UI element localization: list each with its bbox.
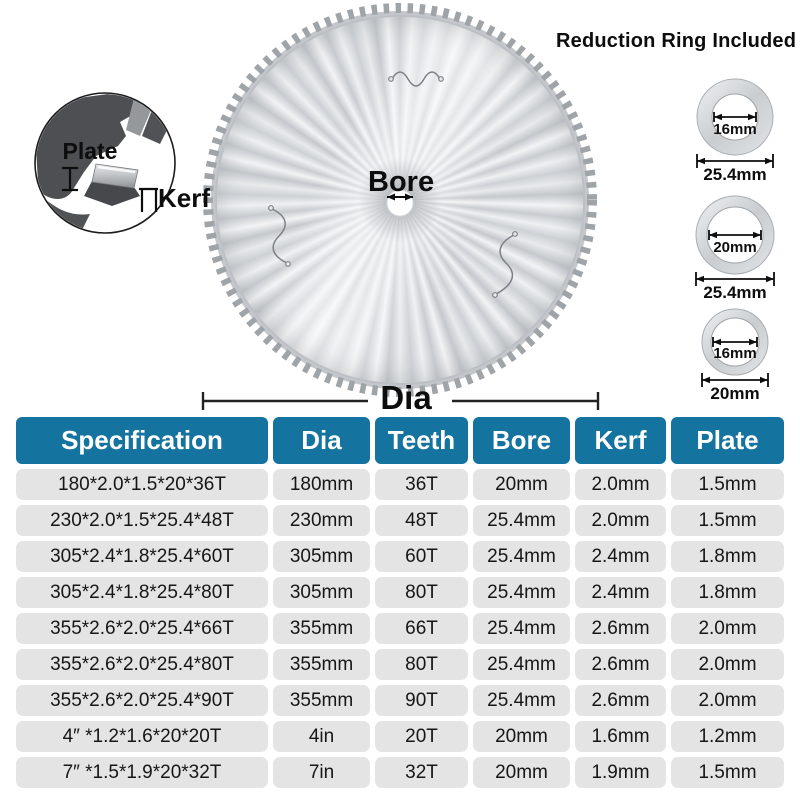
col-header-bore: Bore <box>473 417 570 464</box>
table-cell: 20mm <box>473 757 570 788</box>
table-cell: 2.0mm <box>671 685 784 716</box>
col-header-plate: Plate <box>671 417 784 464</box>
table-cell: 2.6mm <box>575 613 666 644</box>
table-cell: 2.4mm <box>575 577 666 608</box>
table-cell: 2.0mm <box>671 613 784 644</box>
table-cell: 1.5mm <box>671 469 784 500</box>
table-cell: 355*2.6*2.0*25.4*90T <box>16 685 268 716</box>
ring1-outer-size: 25.4mm <box>703 165 767 184</box>
col-header-kerf: Kerf <box>575 417 666 464</box>
table-cell: 36T <box>375 469 468 500</box>
specification-table: Specification Dia Teeth Bore Kerf Plate … <box>16 417 784 788</box>
ring2-outer-size: 25.4mm <box>703 283 767 302</box>
table-cell: 355mm <box>273 613 370 644</box>
table-cell: 355mm <box>273 685 370 716</box>
col-header-teeth: Teeth <box>375 417 468 464</box>
ring1-inner-size: 16mm <box>713 121 757 138</box>
table-cell: 48T <box>375 505 468 536</box>
table-cell: 2.4mm <box>575 541 666 572</box>
table-cell: 60T <box>375 541 468 572</box>
table-cell: 230*2.0*1.5*25.4*48T <box>16 505 268 536</box>
table-cell: 355*2.6*2.0*25.4*66T <box>16 613 268 644</box>
table-cell: 80T <box>375 649 468 680</box>
table-cell: 1.8mm <box>671 577 784 608</box>
table-cell: 355mm <box>273 649 370 680</box>
table-cell: 230mm <box>273 505 370 536</box>
kerf-measure-mark <box>139 187 158 212</box>
table-cell: 7″ *1.5*1.9*20*32T <box>16 757 268 788</box>
table-cell: 1.5mm <box>671 505 784 536</box>
table-cell: 32T <box>375 757 468 788</box>
table-cell: 305*2.4*1.8*25.4*60T <box>16 541 268 572</box>
table-cell: 1.5mm <box>671 757 784 788</box>
plate-label: Plate <box>62 138 118 164</box>
table-cell: 90T <box>375 685 468 716</box>
table-cell: 25.4mm <box>473 613 570 644</box>
ring2-inner-size: 20mm <box>713 239 757 256</box>
table-cell: 2.0mm <box>575 469 666 500</box>
col-header-specification: Specification <box>16 417 268 464</box>
table-cell: 4″ *1.2*1.6*20*20T <box>16 721 268 752</box>
table-cell: 305mm <box>273 577 370 608</box>
table-cell: 20mm <box>473 721 570 752</box>
table-cell: 25.4mm <box>473 505 570 536</box>
table-cell: 2.0mm <box>575 505 666 536</box>
table-cell: 7in <box>273 757 370 788</box>
table-cell: 1.2mm <box>671 721 784 752</box>
table-cell: 180*2.0*1.5*20*36T <box>16 469 268 500</box>
col-header-dia: Dia <box>273 417 370 464</box>
table-cell: 305mm <box>273 541 370 572</box>
table-cell: 25.4mm <box>473 577 570 608</box>
table-cell: 2.6mm <box>575 685 666 716</box>
ring3-outer-size: 20mm <box>710 384 760 403</box>
table-cell: 25.4mm <box>473 541 570 572</box>
table-cell: 180mm <box>273 469 370 500</box>
table-cell: 25.4mm <box>473 649 570 680</box>
ring3-inner-size: 16mm <box>713 345 757 362</box>
table-cell: 20T <box>375 721 468 752</box>
plate-measure-mark <box>62 166 78 192</box>
table-cell: 305*2.4*1.8*25.4*80T <box>16 577 268 608</box>
table-cell: 66T <box>375 613 468 644</box>
saw-blade-face <box>215 15 585 385</box>
table-cell: 2.6mm <box>575 649 666 680</box>
table-cell: 355*2.6*2.0*25.4*80T <box>16 649 268 680</box>
table-cell: 1.9mm <box>575 757 666 788</box>
bore-label: Bore <box>368 166 435 198</box>
reduction-ring-title: Reduction Ring Included <box>556 30 797 52</box>
table-cell: 1.6mm <box>575 721 666 752</box>
table-cell: 2.0mm <box>671 649 784 680</box>
table-cell: 20mm <box>473 469 570 500</box>
dia-label: Dia <box>380 379 432 416</box>
table-cell: 80T <box>375 577 468 608</box>
carbide-tip <box>91 163 139 189</box>
kerf-label: Kerf <box>158 183 211 213</box>
table-cell: 25.4mm <box>473 685 570 716</box>
table-cell: 1.8mm <box>671 541 784 572</box>
table-cell: 4in <box>273 721 370 752</box>
